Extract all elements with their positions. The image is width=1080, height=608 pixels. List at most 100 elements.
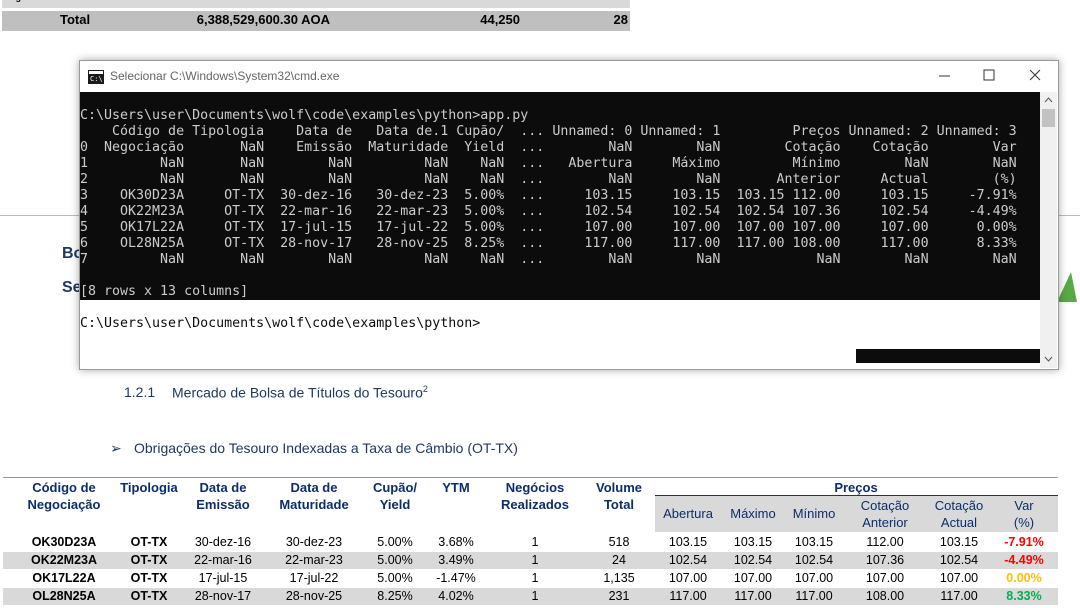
table-cell: -4.49%: [1004, 553, 1044, 567]
column-header: Tipologia: [120, 480, 178, 495]
console-summary: [8 rows x 13 columns]: [80, 284, 249, 299]
section-number: 1.2.1: [124, 384, 156, 400]
svg-text:C:\: C:\: [90, 75, 103, 83]
table-cell: 22-mar-16: [194, 553, 252, 567]
sub-header: Mínimo: [792, 506, 836, 521]
table-cell: -7.91%: [1004, 535, 1044, 549]
console-prompt: C:\Users\user\Documents\wolf\code\exampl…: [80, 316, 481, 331]
console-line: 1 NaN NaN NaN NaN NaN ... Abertura Máxim…: [80, 156, 1017, 171]
console-line: 5 OK17L22A OT-TX 17-jul-15 17-jul-22 5.0…: [80, 220, 1017, 235]
logo-fragment: [1057, 272, 1077, 302]
table-cell: 30-dez-16: [194, 535, 252, 549]
table-cell: 8.25%: [377, 589, 413, 603]
table-cell: 518: [608, 535, 630, 549]
row-shade: [3, 552, 1058, 569]
window-title: Selecionar C:\Windows\System32\cmd.exe: [110, 69, 340, 83]
table-cell: 102.54: [794, 553, 834, 567]
table-cell: 17-jul-15: [198, 571, 248, 585]
footnote-mark: 2: [422, 384, 428, 394]
console-black: [80, 92, 1040, 300]
table-cell: 107.00: [733, 571, 773, 585]
table-cell: -1.47%: [436, 571, 476, 585]
console-line: 2 NaN NaN NaN NaN NaN ... NaN NaN Anteri…: [80, 172, 1017, 187]
table-cell: 4.02%: [438, 589, 474, 603]
console-line: Código de Tipologia Data de Data de.1 Cu…: [80, 124, 1017, 139]
column-header: Negócios Realizados: [501, 480, 569, 512]
console-line: 4 OK22M23A OT-TX 22-mar-16 22-mar-23 5.0…: [80, 204, 1017, 219]
table-cell: 102.54: [939, 553, 979, 567]
top-table-cell: - AOA: [305, 0, 330, 2]
table-cell: 5.00%: [377, 571, 413, 585]
table-cell: 28-nov-25: [285, 589, 343, 603]
top-table-cell: Negócios Internos: [4, 0, 83, 2]
table-cell: 1,135: [603, 571, 635, 585]
table-cell: 28-nov-17: [194, 589, 252, 603]
cmd-icon: C:\: [88, 70, 104, 84]
column-header: YTM: [442, 480, 470, 495]
console-line: 3 OK30D23A OT-TX 30-dez-16 30-dez-23 5.0…: [80, 188, 1017, 203]
table-cell: 5.00%: [377, 535, 413, 549]
window-controls[interactable]: [925, 61, 1055, 91]
table-cell: 107.00: [668, 571, 708, 585]
table-cell: 117.00: [795, 589, 833, 603]
sub-header: Abertura: [663, 506, 713, 521]
group-line: [655, 495, 1058, 496]
section-title-text: Mercado de Bolsa de Títulos do Tesouro: [172, 384, 423, 401]
console-line: 0 Negociação NaN Emissão Maturidade Yiel…: [80, 140, 1017, 155]
table-cell: 108.00: [865, 589, 905, 603]
row-shade: [3, 588, 1058, 605]
console-line: 7 NaN NaN NaN NaN NaN ... NaN NaN NaN Na…: [80, 252, 1017, 267]
table-cell: 102.54: [733, 553, 773, 567]
table-cell: OK30D23A: [31, 535, 97, 549]
table-cell: 0.00%: [1006, 571, 1042, 585]
table-cell: OT-TX: [130, 553, 168, 567]
table-cell: 103.15: [733, 535, 773, 549]
scroll-arrows[interactable]: [1040, 92, 1057, 368]
table-cell: 103.15: [939, 535, 979, 549]
table-top-line: [3, 477, 1058, 478]
table-cell: 17-jul-22: [289, 571, 339, 585]
table-cell: 102.54: [668, 553, 708, 567]
table-cell: OL28N25A: [32, 589, 96, 603]
table-cell: 8.33%: [1006, 589, 1042, 603]
top-row-bg: [2, 11, 630, 31]
cmd-window: C:\ Selecionar C:\Windows\System32\cmd.e…: [79, 60, 1059, 370]
console-command: C:\Users\user\Documents\wolf\code\exampl…: [80, 108, 529, 123]
table-cell: 103.15: [794, 535, 834, 549]
table-cell: 103.15: [668, 535, 708, 549]
heading-fragment: Se: [62, 279, 82, 296]
bullet-text: Obrigações do Tesouro Indexadas a Taxa d…: [134, 440, 518, 456]
top-table-cell: 44,250: [480, 12, 520, 27]
table-cell: 1: [531, 589, 539, 603]
table-cell: 231: [608, 589, 630, 603]
top-table-cell: 6,388,529,600.30 AOA: [196, 12, 330, 27]
table-cell: 117.00: [669, 589, 707, 603]
table-cell: 107.00: [794, 571, 834, 585]
top-table-cell: 0: [623, 0, 628, 2]
scrollbar[interactable]: [1040, 92, 1057, 368]
top-row-bg: [2, 0, 630, 8]
top-table-cell: 28: [613, 12, 628, 27]
table-cell: 22-mar-23: [285, 553, 343, 567]
sub-header: Cotação Actual: [934, 498, 984, 530]
table-cell: 5.00%: [377, 553, 413, 567]
column-header: Data de Maturidade: [279, 480, 349, 512]
table-cell: 24: [612, 553, 626, 567]
table-cell: 107.00: [939, 571, 979, 585]
table-cell: OK22M23A: [31, 553, 97, 567]
heading-fragment: Bo: [62, 245, 84, 262]
bullet-icon: ➢: [110, 440, 122, 456]
column-header: Cupão/ Yield: [372, 480, 418, 512]
console-line: 6 OL28N25A OT-TX 28-nov-17 28-nov-25 8.2…: [80, 236, 1017, 251]
table-cell: 112.00: [866, 535, 904, 549]
column-header: Volume Total: [596, 480, 642, 512]
table-cell: 107.36: [865, 553, 905, 567]
column-header: Código de Negociação: [27, 480, 101, 512]
table-cell: 3.68%: [438, 535, 474, 549]
section-title: Mercado de Bolsa de Títulos do Tesouro2: [172, 384, 428, 401]
sub-header: Var (%): [1013, 498, 1035, 530]
scroll-thumb[interactable]: [1042, 109, 1055, 127]
table-cell: 1: [531, 535, 539, 549]
table-cell: OK17L22A: [32, 571, 96, 585]
